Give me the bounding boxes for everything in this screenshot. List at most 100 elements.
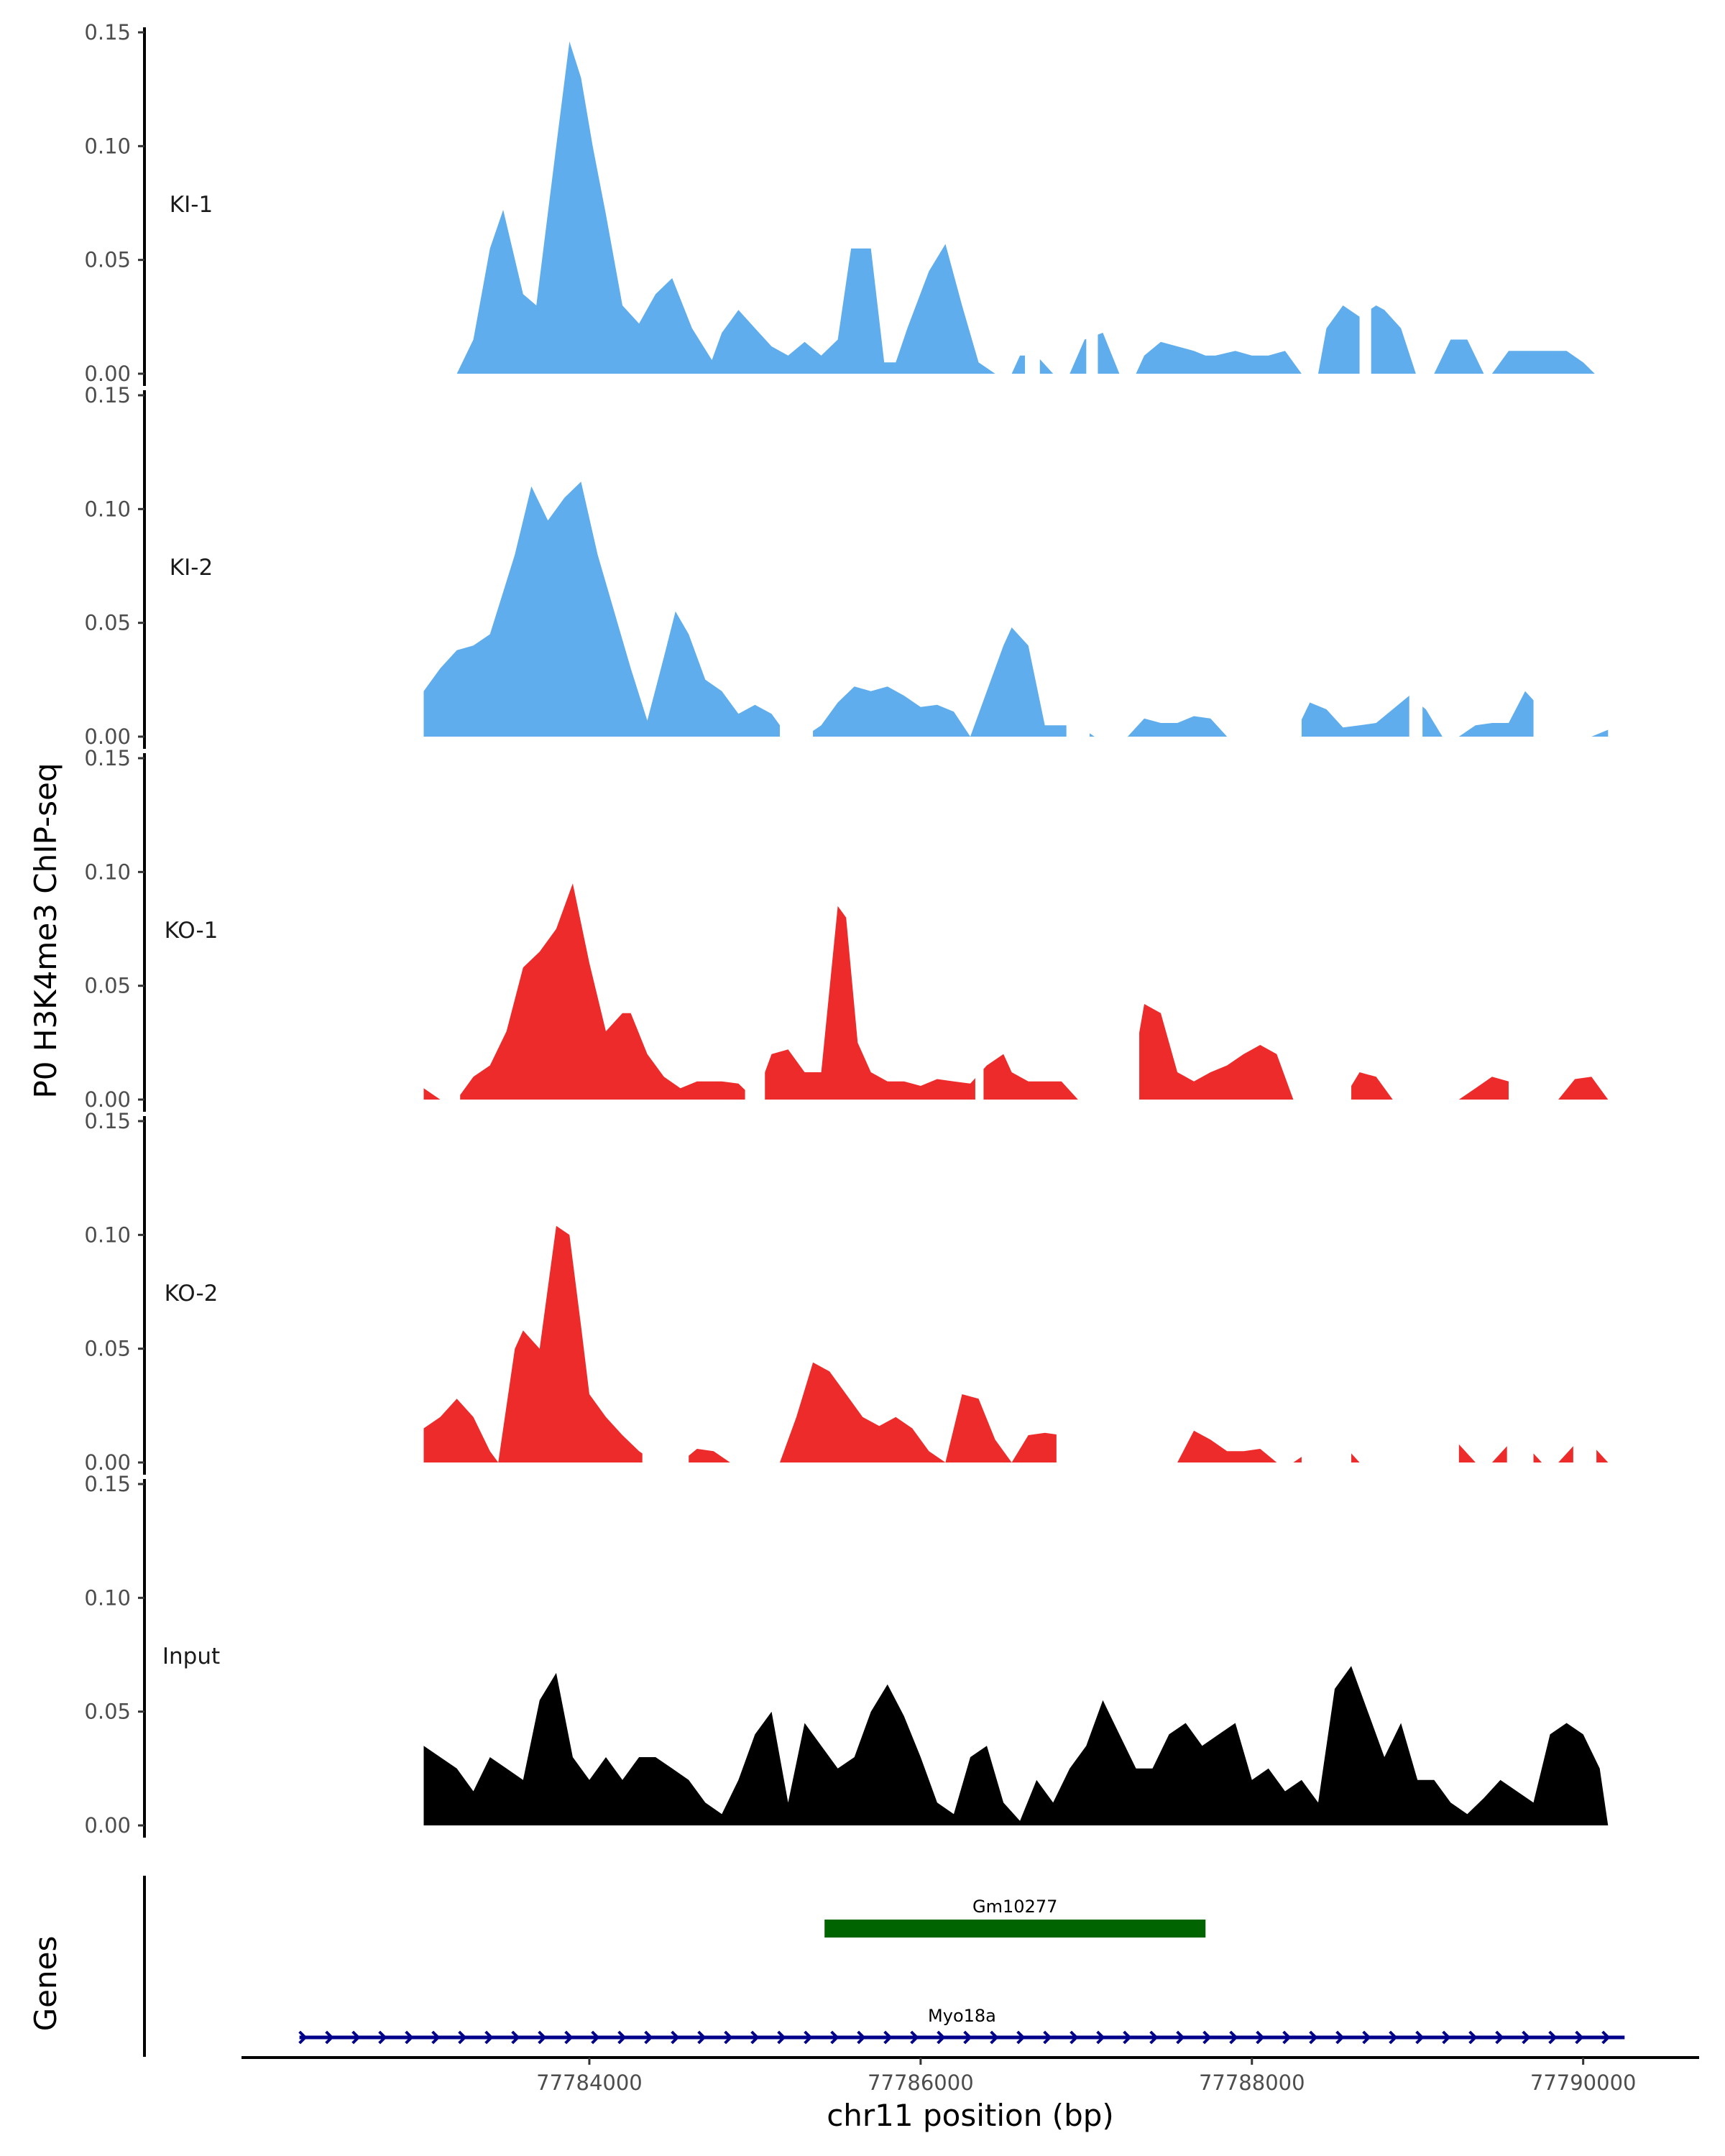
strand-arrow xyxy=(1282,2030,1292,2045)
strand-arrow xyxy=(1468,2030,1478,2045)
strand-arrow xyxy=(1149,2030,1159,2045)
y-tick-label: 0.05 xyxy=(84,1700,131,1724)
strand-arrow xyxy=(591,2030,600,2045)
strand-arrow xyxy=(910,2030,919,2045)
strand-arrow xyxy=(1548,2030,1558,2045)
y-tick-label: 0.00 xyxy=(84,1087,131,1112)
y-axis-title: P0 H3K4me3 ChIP-seq xyxy=(28,763,63,1098)
y-tick-label: 0.00 xyxy=(84,1450,131,1475)
strand-arrow xyxy=(937,2030,946,2045)
track-label-ko-1: KO-1 xyxy=(165,918,218,944)
strand-arrow xyxy=(1415,2030,1425,2045)
coverage-area-ki-2 xyxy=(423,482,1609,737)
strand-arrow xyxy=(1495,2030,1504,2045)
strand-arrow xyxy=(1442,2030,1451,2045)
gene-myo18a: Myo18a xyxy=(298,2006,1625,2045)
strand-arrow xyxy=(1016,2030,1026,2045)
track-label-ki-1: KI-1 xyxy=(170,192,213,218)
strand-arrow xyxy=(1575,2030,1584,2045)
track-label-input: Input xyxy=(162,1644,220,1669)
y-tick-label: 0.15 xyxy=(84,746,131,770)
track-label-ko-2: KO-2 xyxy=(165,1281,218,1307)
x-tick-label: 77784000 xyxy=(536,2070,643,2095)
strand-arrow xyxy=(990,2030,999,2045)
y-tick-label: 0.05 xyxy=(84,974,131,998)
strand-arrow xyxy=(458,2030,467,2045)
coverage-area-input xyxy=(423,1666,1609,1825)
coverage-area-ki-1 xyxy=(456,41,1595,374)
strand-arrow xyxy=(804,2030,813,2045)
x-tick-label: 77788000 xyxy=(1199,2070,1305,2095)
strand-arrow xyxy=(1202,2030,1212,2045)
strand-arrow xyxy=(378,2030,387,2045)
coverage-tracks: 0.00 0.05 0.10 0.15 KI-1 0.00 0.05 0.10 0.15 KI-2… xyxy=(84,20,1609,1838)
strand-arrow xyxy=(1043,2030,1052,2045)
strand-arrow xyxy=(1256,2030,1265,2045)
strand-arrow xyxy=(405,2030,414,2045)
strand-arrow xyxy=(1229,2030,1238,2045)
y-tick-label: 0.10 xyxy=(84,134,131,158)
y-tick-label: 0.00 xyxy=(84,1813,131,1838)
coverage-area-ko-2 xyxy=(423,1225,1609,1462)
y-tick-label: 0.10 xyxy=(84,1585,131,1610)
strand-arrow xyxy=(325,2030,334,2045)
strand-arrow xyxy=(1389,2030,1398,2045)
y-tick-label: 0.15 xyxy=(84,383,131,407)
strand-arrow xyxy=(538,2030,547,2045)
y-tick-label: 0.10 xyxy=(84,1222,131,1247)
strand-arrow xyxy=(1123,2030,1132,2045)
strand-arrow xyxy=(724,2030,733,2045)
track-ko-1: 0.00 0.05 0.10 0.15 KO-1 xyxy=(84,746,1609,1112)
x-tick-label: 77786000 xyxy=(868,2070,974,2095)
track-ki-1: 0.00 0.05 0.10 0.15 KI-1 xyxy=(84,20,1595,386)
gene-label: Gm10277 xyxy=(972,1897,1057,1917)
strand-arrow xyxy=(1096,2030,1105,2045)
y-tick-label: 0.10 xyxy=(84,497,131,521)
strand-arrow xyxy=(617,2030,627,2045)
x-axis-title: chr11 position (bp) xyxy=(827,2098,1114,2133)
strand-arrow xyxy=(671,2030,680,2045)
strand-arrow xyxy=(697,2030,707,2045)
strand-arrow xyxy=(857,2030,866,2045)
track-ko-2: 0.00 0.05 0.10 0.15 KO-2 xyxy=(84,1109,1609,1475)
y-tick-label: 0.05 xyxy=(84,611,131,635)
gene-body xyxy=(824,1920,1206,1938)
track-ki-2: 0.00 0.05 0.10 0.15 KI-2 xyxy=(84,383,1609,749)
track-label-ki-2: KI-2 xyxy=(170,555,213,581)
y-tick-label: 0.10 xyxy=(84,860,131,884)
strand-arrow xyxy=(1601,2030,1611,2045)
strand-arrow xyxy=(298,2030,308,2045)
y-tick-label: 0.05 xyxy=(84,1337,131,1361)
strand-arrow xyxy=(351,2030,361,2045)
gene-gm10277: Gm10277 xyxy=(824,1897,1206,1938)
genes-axis-title: Genes xyxy=(28,1936,63,2032)
strand-arrow xyxy=(1309,2030,1318,2045)
y-tick-label: 0.05 xyxy=(84,248,131,272)
genes-track: Gm10277 Myo18a xyxy=(143,1876,1625,2057)
strand-arrow xyxy=(644,2030,653,2045)
strand-arrow xyxy=(1176,2030,1185,2045)
y-tick-label: 0.15 xyxy=(84,20,131,45)
strand-arrow xyxy=(564,2030,574,2045)
x-axis: 77784000 77786000 77788000 77790000 xyxy=(242,2056,1699,2095)
track-input: 0.00 0.05 0.10 0.15 Input xyxy=(84,1472,1609,1838)
y-tick-label: 0.00 xyxy=(84,724,131,749)
strand-arrow xyxy=(1522,2030,1531,2045)
strand-arrow xyxy=(431,2030,441,2045)
coverage-area-ko-1 xyxy=(423,883,1609,1100)
y-tick-label: 0.15 xyxy=(84,1472,131,1496)
strand-arrow xyxy=(511,2030,520,2045)
y-tick-label: 0.00 xyxy=(84,361,131,386)
strand-arrow xyxy=(963,2030,972,2045)
strand-arrow xyxy=(750,2030,760,2045)
strand-arrow xyxy=(777,2030,786,2045)
strand-arrow xyxy=(1070,2030,1079,2045)
strand-arrow xyxy=(1335,2030,1345,2045)
strand-arrow xyxy=(1362,2030,1371,2045)
x-tick-label: 77790000 xyxy=(1530,2070,1637,2095)
strand-arrow xyxy=(883,2030,893,2045)
y-tick-label: 0.15 xyxy=(84,1109,131,1133)
strand-arrow xyxy=(830,2030,840,2045)
gene-label: Myo18a xyxy=(928,2006,996,2026)
